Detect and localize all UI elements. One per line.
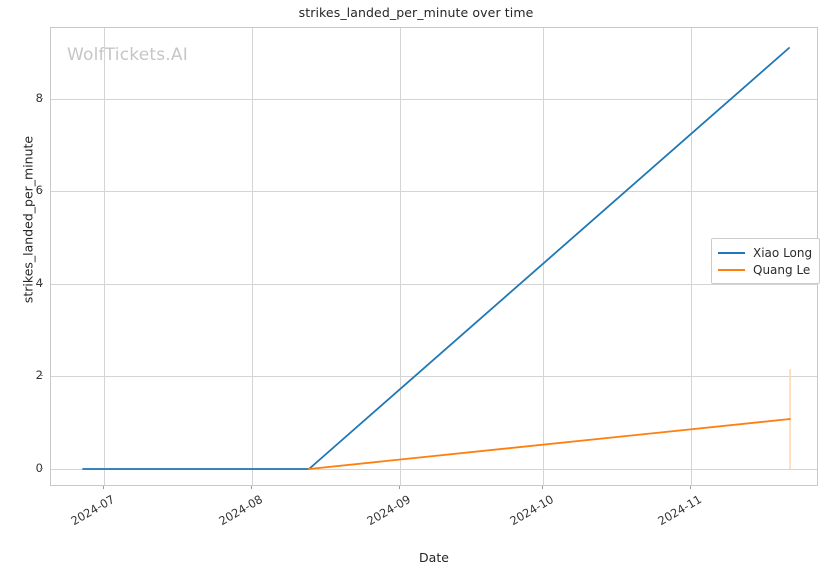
y-tick-mark: [40, 283, 43, 284]
x-tick-mark: [103, 486, 104, 489]
x-axis-label: Date: [419, 550, 449, 565]
x-tick-label: 2024-07: [68, 492, 117, 529]
series-plot: [82, 47, 791, 470]
y-axis-ticks: 0 2 4 6 8: [0, 27, 43, 486]
legend-label-xiao-long: Xiao Long: [753, 245, 813, 260]
gridline-vertical: [252, 28, 253, 485]
gridline-vertical: [104, 28, 105, 485]
gridline-horizontal: [51, 191, 817, 192]
gridline-horizontal: [51, 376, 817, 377]
gridline-vertical: [543, 28, 544, 485]
x-tick-mark: [690, 486, 691, 489]
legend-item-quang-le[interactable]: Quang Le: [718, 261, 812, 278]
x-axis-ticks: 2024-07 2024-08 2024-09 2024-10 2024-11: [50, 486, 818, 546]
x-tick-mark: [251, 486, 252, 489]
legend-swatch-xiao-long: [718, 251, 745, 254]
series-line-quang-le: [308, 418, 791, 470]
y-tick-mark: [40, 190, 43, 191]
legend-swatch-quang-le: [718, 268, 745, 271]
x-tick-label: 2024-11: [655, 492, 704, 529]
chart-title: strikes_landed_per_minute over time: [298, 5, 534, 20]
y-tick-label: 8: [3, 91, 43, 105]
x-tick-label: 2024-09: [364, 492, 413, 529]
legend-label-quang-le: Quang Le: [753, 262, 811, 277]
y-tick-mark: [40, 98, 43, 99]
y-tick-label: 4: [3, 276, 43, 290]
y-axis-label: strikes_landed_per_minute: [20, 135, 36, 304]
y-tick-label: 2: [3, 368, 43, 382]
gridline-horizontal: [51, 284, 817, 285]
gridline-vertical: [691, 28, 692, 485]
gridline-horizontal: [51, 469, 817, 470]
gridline-horizontal: [51, 99, 817, 100]
legend-item-xiao-long[interactable]: Xiao Long: [718, 244, 812, 261]
y-tick-mark: [40, 468, 43, 469]
x-tick-label: 2024-08: [216, 492, 265, 529]
plot-area: WolfTickets.AI: [50, 27, 818, 486]
x-tick-mark: [399, 486, 400, 489]
y-tick-mark: [40, 375, 43, 376]
x-tick-mark: [542, 486, 543, 489]
x-tick-label: 2024-10: [507, 492, 556, 529]
series-line-xiao-long: [82, 47, 790, 470]
y-tick-label: 6: [3, 183, 43, 197]
chart-legend[interactable]: Xiao Long Quang Le: [711, 238, 821, 284]
gridline-vertical: [400, 28, 401, 485]
watermark: WolfTickets.AI: [67, 45, 188, 65]
y-tick-label: 0: [3, 461, 43, 475]
